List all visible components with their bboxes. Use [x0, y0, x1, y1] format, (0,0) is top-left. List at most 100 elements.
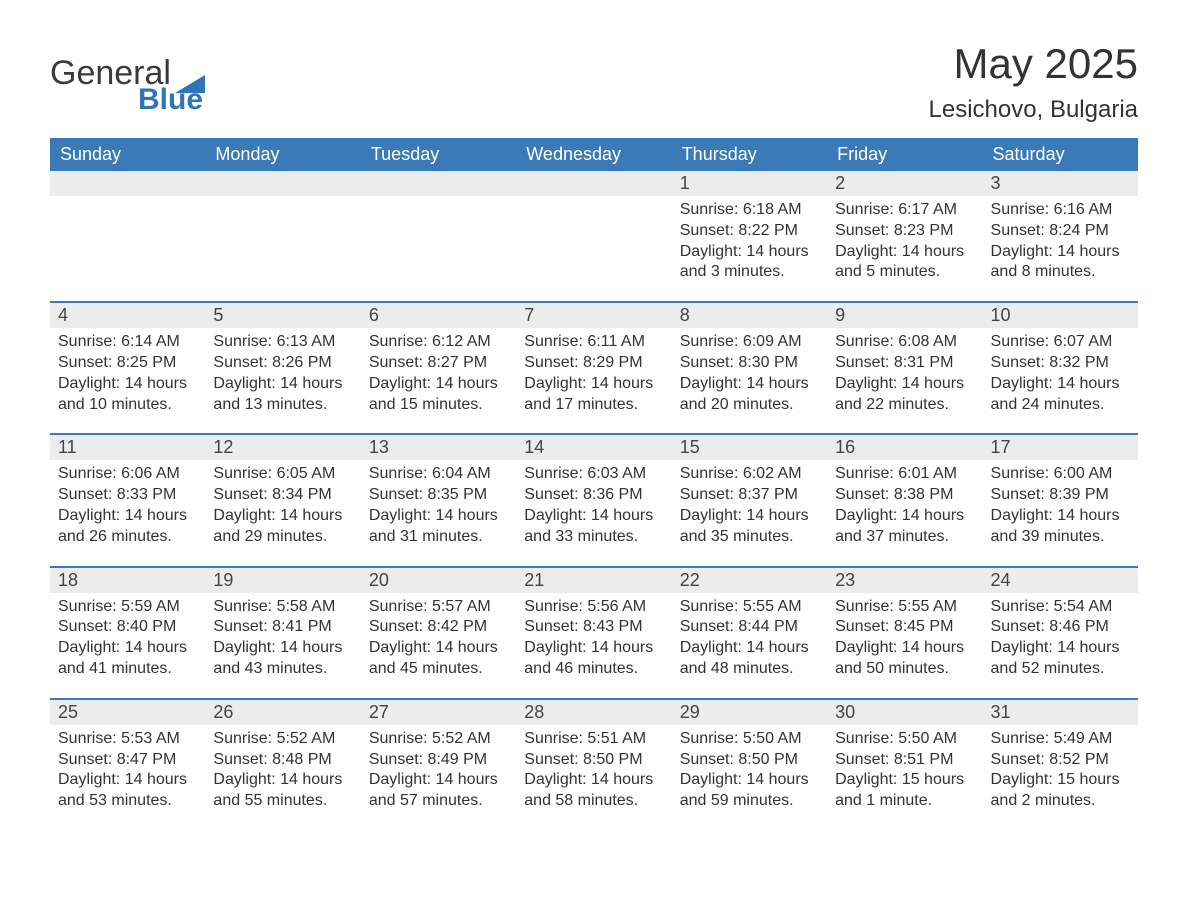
- daylight-line: Daylight: 14 hours and 33 minutes.: [524, 506, 663, 548]
- day-body: Sunrise: 6:06 AMSunset: 8:33 PMDaylight:…: [50, 460, 205, 565]
- day-cell: 30Sunrise: 5:50 AMSunset: 8:51 PMDayligh…: [827, 700, 982, 830]
- month-title: May 2025: [929, 40, 1138, 88]
- daylight-line: Daylight: 14 hours and 24 minutes.: [991, 374, 1130, 416]
- day-number: 6: [361, 303, 516, 328]
- daylight-line: Daylight: 14 hours and 45 minutes.: [369, 638, 508, 680]
- logo-word-blue: Blue: [138, 83, 203, 117]
- day-body: Sunrise: 6:08 AMSunset: 8:31 PMDaylight:…: [827, 328, 982, 433]
- sunrise-line: Sunrise: 6:02 AM: [680, 464, 819, 485]
- day-cell: [361, 171, 516, 301]
- day-cell: 24Sunrise: 5:54 AMSunset: 8:46 PMDayligh…: [983, 568, 1138, 698]
- sunrise-line: Sunrise: 5:58 AM: [213, 597, 352, 618]
- day-cell: 1Sunrise: 6:18 AMSunset: 8:22 PMDaylight…: [672, 171, 827, 301]
- sunrise-line: Sunrise: 5:55 AM: [835, 597, 974, 618]
- day-body: Sunrise: 5:59 AMSunset: 8:40 PMDaylight:…: [50, 593, 205, 698]
- sunrise-line: Sunrise: 5:50 AM: [835, 729, 974, 750]
- daylight-line: Daylight: 14 hours and 41 minutes.: [58, 638, 197, 680]
- day-cell: 7Sunrise: 6:11 AMSunset: 8:29 PMDaylight…: [516, 303, 671, 433]
- week-row: 25Sunrise: 5:53 AMSunset: 8:47 PMDayligh…: [50, 700, 1138, 830]
- sunset-line: Sunset: 8:23 PM: [835, 221, 974, 242]
- day-number: 7: [516, 303, 671, 328]
- week-row: 1Sunrise: 6:18 AMSunset: 8:22 PMDaylight…: [50, 171, 1138, 301]
- day-cell: 28Sunrise: 5:51 AMSunset: 8:50 PMDayligh…: [516, 700, 671, 830]
- sunrise-line: Sunrise: 5:56 AM: [524, 597, 663, 618]
- sunset-line: Sunset: 8:22 PM: [680, 221, 819, 242]
- daylight-line: Daylight: 14 hours and 43 minutes.: [213, 638, 352, 680]
- day-cell: 9Sunrise: 6:08 AMSunset: 8:31 PMDaylight…: [827, 303, 982, 433]
- sunset-line: Sunset: 8:27 PM: [369, 353, 508, 374]
- sunrise-line: Sunrise: 6:03 AM: [524, 464, 663, 485]
- daylight-line: Daylight: 14 hours and 57 minutes.: [369, 770, 508, 812]
- day-cell: 5Sunrise: 6:13 AMSunset: 8:26 PMDaylight…: [205, 303, 360, 433]
- header-row: General Blue May 2025 Lesichovo, Bulgari…: [50, 40, 1138, 124]
- daylight-line: Daylight: 14 hours and 53 minutes.: [58, 770, 197, 812]
- day-number: 26: [205, 700, 360, 725]
- sunset-line: Sunset: 8:50 PM: [524, 750, 663, 771]
- day-cell: 13Sunrise: 6:04 AMSunset: 8:35 PMDayligh…: [361, 435, 516, 565]
- day-cell: 29Sunrise: 5:50 AMSunset: 8:50 PMDayligh…: [672, 700, 827, 830]
- day-body: Sunrise: 5:57 AMSunset: 8:42 PMDaylight:…: [361, 593, 516, 698]
- sunset-line: Sunset: 8:50 PM: [680, 750, 819, 771]
- day-body: Sunrise: 6:11 AMSunset: 8:29 PMDaylight:…: [516, 328, 671, 433]
- day-cell: 11Sunrise: 6:06 AMSunset: 8:33 PMDayligh…: [50, 435, 205, 565]
- day-body: Sunrise: 5:51 AMSunset: 8:50 PMDaylight:…: [516, 725, 671, 830]
- day-cell: 31Sunrise: 5:49 AMSunset: 8:52 PMDayligh…: [983, 700, 1138, 830]
- sunset-line: Sunset: 8:52 PM: [991, 750, 1130, 771]
- day-number: 8: [672, 303, 827, 328]
- day-number: 3: [983, 171, 1138, 196]
- daylight-line: Daylight: 14 hours and 46 minutes.: [524, 638, 663, 680]
- day-cell: 25Sunrise: 5:53 AMSunset: 8:47 PMDayligh…: [50, 700, 205, 830]
- daylight-line: Daylight: 14 hours and 59 minutes.: [680, 770, 819, 812]
- day-cell: 4Sunrise: 6:14 AMSunset: 8:25 PMDaylight…: [50, 303, 205, 433]
- sunset-line: Sunset: 8:35 PM: [369, 485, 508, 506]
- week-row: 18Sunrise: 5:59 AMSunset: 8:40 PMDayligh…: [50, 568, 1138, 698]
- day-number: 4: [50, 303, 205, 328]
- day-number: 23: [827, 568, 982, 593]
- day-number: 19: [205, 568, 360, 593]
- day-body: Sunrise: 5:50 AMSunset: 8:50 PMDaylight:…: [672, 725, 827, 830]
- logo-triangle-icon: [175, 63, 205, 85]
- day-body: Sunrise: 6:04 AMSunset: 8:35 PMDaylight:…: [361, 460, 516, 565]
- sunset-line: Sunset: 8:39 PM: [991, 485, 1130, 506]
- sunrise-line: Sunrise: 6:14 AM: [58, 332, 197, 353]
- day-body: Sunrise: 6:13 AMSunset: 8:26 PMDaylight:…: [205, 328, 360, 433]
- sunrise-line: Sunrise: 5:50 AM: [680, 729, 819, 750]
- sunrise-line: Sunrise: 6:07 AM: [991, 332, 1130, 353]
- day-cell: 22Sunrise: 5:55 AMSunset: 8:44 PMDayligh…: [672, 568, 827, 698]
- day-body: Sunrise: 5:55 AMSunset: 8:44 PMDaylight:…: [672, 593, 827, 698]
- daylight-line: Daylight: 15 hours and 2 minutes.: [991, 770, 1130, 812]
- day-number: 5: [205, 303, 360, 328]
- daylight-line: Daylight: 14 hours and 5 minutes.: [835, 242, 974, 284]
- daylight-line: Daylight: 14 hours and 10 minutes.: [58, 374, 197, 416]
- daylight-line: Daylight: 14 hours and 29 minutes.: [213, 506, 352, 548]
- day-cell: 21Sunrise: 5:56 AMSunset: 8:43 PMDayligh…: [516, 568, 671, 698]
- day-number: [361, 171, 516, 196]
- day-cell: 6Sunrise: 6:12 AMSunset: 8:27 PMDaylight…: [361, 303, 516, 433]
- sunset-line: Sunset: 8:49 PM: [369, 750, 508, 771]
- day-number: 24: [983, 568, 1138, 593]
- sunrise-line: Sunrise: 5:49 AM: [991, 729, 1130, 750]
- day-body: Sunrise: 6:17 AMSunset: 8:23 PMDaylight:…: [827, 196, 982, 301]
- daylight-line: Daylight: 14 hours and 35 minutes.: [680, 506, 819, 548]
- daylight-line: Daylight: 15 hours and 1 minute.: [835, 770, 974, 812]
- day-body: [516, 196, 671, 296]
- sunset-line: Sunset: 8:32 PM: [991, 353, 1130, 374]
- day-body: Sunrise: 6:09 AMSunset: 8:30 PMDaylight:…: [672, 328, 827, 433]
- day-cell: 19Sunrise: 5:58 AMSunset: 8:41 PMDayligh…: [205, 568, 360, 698]
- day-cell: 27Sunrise: 5:52 AMSunset: 8:49 PMDayligh…: [361, 700, 516, 830]
- sunset-line: Sunset: 8:47 PM: [58, 750, 197, 771]
- day-number: 28: [516, 700, 671, 725]
- day-number: 30: [827, 700, 982, 725]
- sunset-line: Sunset: 8:24 PM: [991, 221, 1130, 242]
- sunset-line: Sunset: 8:33 PM: [58, 485, 197, 506]
- day-body: Sunrise: 5:56 AMSunset: 8:43 PMDaylight:…: [516, 593, 671, 698]
- sunrise-line: Sunrise: 5:54 AM: [991, 597, 1130, 618]
- day-number: 21: [516, 568, 671, 593]
- day-body: Sunrise: 6:12 AMSunset: 8:27 PMDaylight:…: [361, 328, 516, 433]
- day-number: 18: [50, 568, 205, 593]
- day-body: Sunrise: 6:14 AMSunset: 8:25 PMDaylight:…: [50, 328, 205, 433]
- logo: General Blue: [50, 40, 205, 117]
- dow-header-cell: Friday: [827, 138, 982, 171]
- daylight-line: Daylight: 14 hours and 50 minutes.: [835, 638, 974, 680]
- sunset-line: Sunset: 8:40 PM: [58, 617, 197, 638]
